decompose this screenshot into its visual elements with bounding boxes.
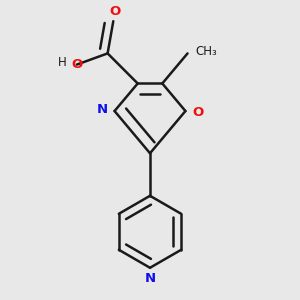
Text: O: O: [71, 58, 82, 71]
Text: O: O: [109, 5, 121, 18]
Text: N: N: [97, 103, 108, 116]
Text: H: H: [58, 56, 67, 69]
Text: O: O: [192, 106, 203, 119]
Text: N: N: [144, 272, 156, 285]
Text: CH₃: CH₃: [196, 45, 217, 58]
